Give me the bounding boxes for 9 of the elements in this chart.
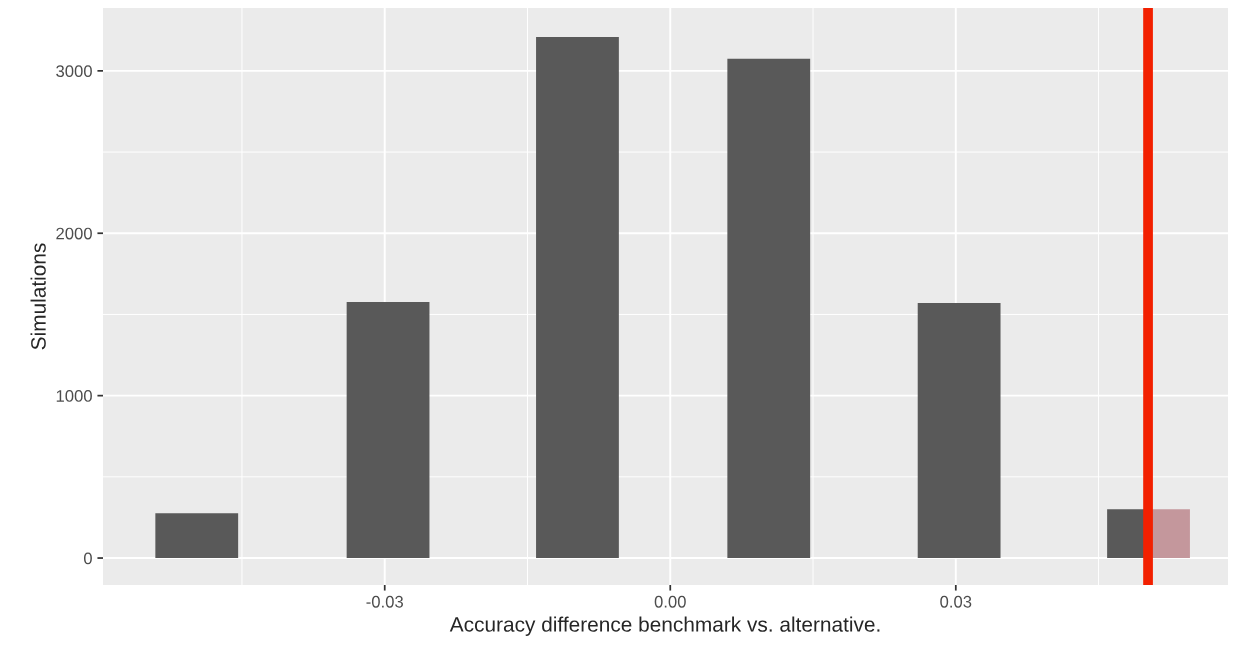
x-axis-title: Accuracy difference benchmark vs. alternative. (449, 616, 880, 636)
x-tick-label: 0.00 (654, 595, 686, 608)
y-tick-label: 1000 (56, 390, 92, 402)
y-tick-label: 3000 (56, 65, 92, 78)
x-tick-label: -0.03 (366, 595, 403, 608)
y-tick-label: 0 (83, 552, 92, 565)
y-tick-label: 2000 (56, 227, 92, 240)
y-axis-title: Simulations (30, 243, 46, 350)
x-tick-label: 0.03 (940, 595, 972, 608)
